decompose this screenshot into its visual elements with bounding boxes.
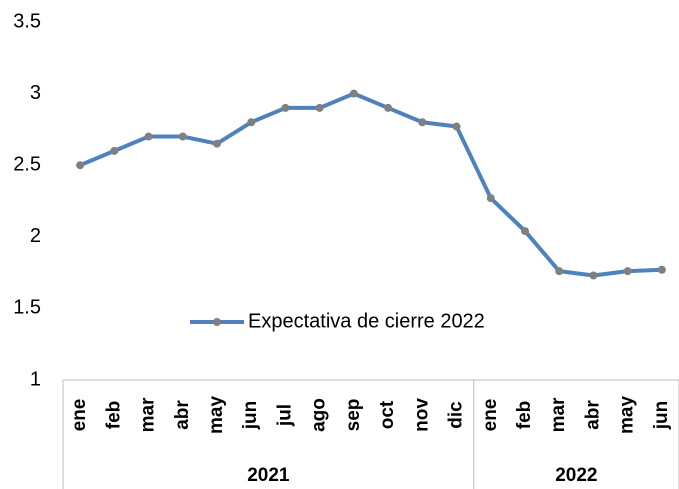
marker: [555, 267, 564, 276]
x-tick-label: ago: [309, 398, 330, 432]
marker: [418, 118, 427, 127]
x-tick-label: abr: [582, 400, 603, 430]
marker: [486, 194, 495, 203]
x-tick-label: feb: [103, 401, 124, 430]
marker: [213, 139, 221, 148]
marker: [589, 271, 598, 280]
x-tick-label: jul: [274, 404, 295, 427]
marker: [521, 227, 529, 236]
marker: [384, 103, 393, 112]
marker: [110, 146, 119, 155]
x-tick-label: may: [617, 396, 638, 434]
group-label: 2022: [555, 465, 597, 486]
x-tick-label: oct: [377, 400, 398, 429]
marker: [315, 103, 324, 112]
x-tick-label: mar: [548, 397, 569, 432]
x-tick-label: feb: [514, 401, 535, 430]
x-tick-label: ene: [69, 399, 90, 432]
x-tick-label: jun: [240, 401, 261, 431]
marker: [178, 132, 187, 141]
y-tick-label: 1: [30, 368, 41, 390]
marker: [349, 89, 358, 98]
marker: [76, 161, 85, 170]
marker: [623, 267, 632, 276]
marker: [144, 132, 153, 141]
x-tick-label: nov: [411, 398, 432, 432]
y-tick-label: 3: [30, 82, 41, 104]
y-tick-label: 1.5: [13, 297, 41, 319]
marker: [247, 118, 256, 127]
x-tick-label: mar: [138, 397, 159, 432]
line: [79, 91, 662, 278]
legend-marker: [213, 318, 221, 326]
x-tick-label: ene: [480, 399, 501, 432]
y-tick-label: 2: [30, 225, 41, 247]
x-tick-label: may: [206, 396, 227, 434]
marker: [657, 265, 666, 274]
x-tick-label: sep: [343, 399, 364, 432]
marker: [281, 103, 290, 112]
marker: [452, 122, 461, 131]
x-tick-label: abr: [172, 400, 193, 430]
y-tick-label: 2.5: [13, 153, 41, 175]
y-tick-label: 3.5: [13, 10, 41, 32]
group-label: 2021: [247, 465, 290, 486]
legend-label: Expectativa de cierre 2022: [248, 310, 485, 332]
x-tick-label: jun: [651, 401, 672, 431]
x-tick-label: dic: [446, 401, 467, 429]
